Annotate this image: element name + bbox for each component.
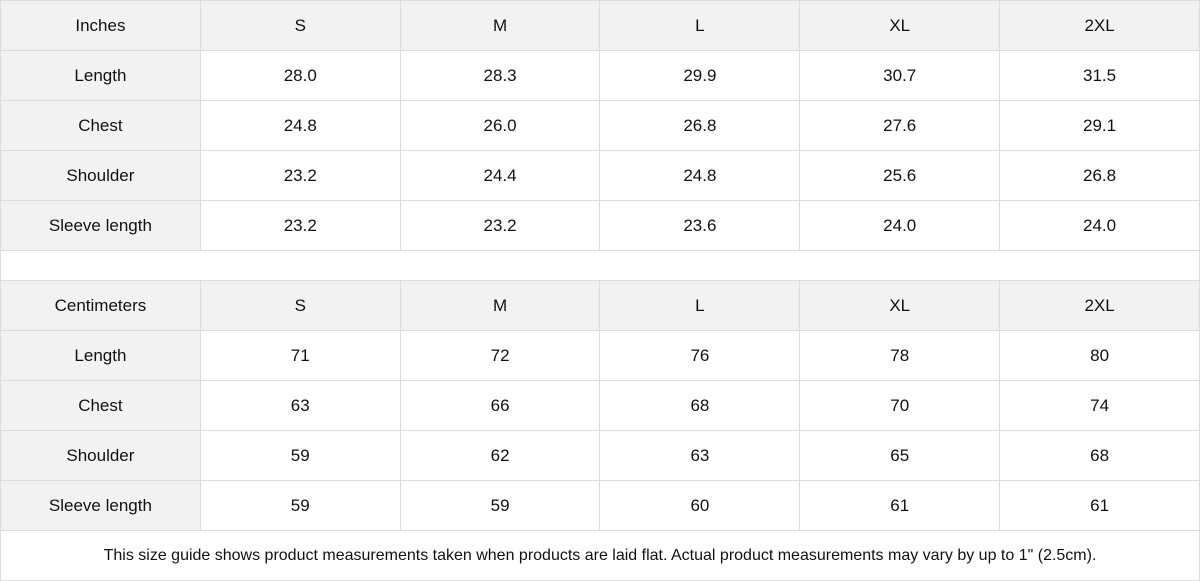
measurement-value: 29.9	[599, 50, 801, 101]
measurement-value: 24.4	[399, 150, 601, 201]
measurement-value: 24.8	[599, 150, 801, 201]
measurement-value: 24.0	[799, 200, 1001, 251]
measurement-value: 24.0	[999, 200, 1200, 251]
measurement-value: 30.7	[799, 50, 1001, 101]
measurement-value: 23.2	[199, 200, 401, 251]
measurement-value: 76	[599, 330, 801, 381]
size-header: M	[399, 280, 601, 331]
note-row: This size guide shows product measuremen…	[0, 530, 1200, 581]
size-header: S	[199, 0, 401, 51]
measurement-value: 62	[399, 430, 601, 481]
size-guide-note: This size guide shows product measuremen…	[0, 530, 1200, 581]
size-header: XL	[799, 0, 1001, 51]
measurement-value: 26.0	[399, 100, 601, 151]
size-header: 2XL	[999, 0, 1200, 51]
measurement-label: Chest	[0, 380, 201, 431]
measurement-value: 70	[799, 380, 1001, 431]
measurement-value: 28.0	[199, 50, 401, 101]
spacer-row	[0, 250, 1200, 281]
measurement-value: 23.6	[599, 200, 801, 251]
table-row: Shoulder 23.2 24.4 24.8 25.6 26.8	[0, 150, 1200, 201]
measurement-value: 80	[999, 330, 1200, 381]
table-row: Chest 24.8 26.0 26.8 27.6 29.1	[0, 100, 1200, 151]
measurement-label: Sleeve length	[0, 200, 201, 251]
table-row: Length 28.0 28.3 29.9 30.7 31.5	[0, 50, 1200, 101]
measurement-value: 23.2	[199, 150, 401, 201]
measurement-label: Sleeve length	[0, 480, 201, 531]
table-row: Sleeve length 23.2 23.2 23.6 24.0 24.0	[0, 200, 1200, 251]
measurement-value: 68	[999, 430, 1200, 481]
measurement-value: 26.8	[999, 150, 1200, 201]
measurement-value: 27.6	[799, 100, 1001, 151]
measurement-value: 61	[999, 480, 1200, 531]
table-row: Shoulder 59 62 63 65 68	[0, 430, 1200, 481]
measurement-value: 28.3	[399, 50, 601, 101]
table-row: Chest 63 66 68 70 74	[0, 380, 1200, 431]
header-row: Inches S M L XL 2XL	[0, 0, 1200, 51]
measurement-label: Shoulder	[0, 150, 201, 201]
size-header: L	[599, 0, 801, 51]
measurement-value: 65	[799, 430, 1001, 481]
measurement-value: 61	[799, 480, 1001, 531]
measurement-value: 71	[199, 330, 401, 381]
unit-header: Inches	[0, 0, 201, 51]
measurement-value: 63	[199, 380, 401, 431]
size-header: XL	[799, 280, 1001, 331]
measurement-value: 72	[399, 330, 601, 381]
spacer-cell	[0, 250, 1200, 281]
measurement-value: 60	[599, 480, 801, 531]
measurement-value: 29.1	[999, 100, 1200, 151]
measurement-value: 63	[599, 430, 801, 481]
measurement-label: Length	[0, 330, 201, 381]
size-header: L	[599, 280, 801, 331]
measurement-label: Shoulder	[0, 430, 201, 481]
table-row: Sleeve length 59 59 60 61 61	[0, 480, 1200, 531]
measurement-value: 78	[799, 330, 1001, 381]
measurement-value: 74	[999, 380, 1200, 431]
measurement-value: 31.5	[999, 50, 1200, 101]
measurement-value: 59	[199, 430, 401, 481]
measurement-value: 68	[599, 380, 801, 431]
header-row: Centimeters S M L XL 2XL	[0, 280, 1200, 331]
measurement-value: 66	[399, 380, 601, 431]
measurement-label: Length	[0, 50, 201, 101]
measurement-value: 23.2	[399, 200, 601, 251]
size-header: 2XL	[999, 280, 1200, 331]
unit-header: Centimeters	[0, 280, 201, 331]
measurement-value: 24.8	[199, 100, 401, 151]
table-row: Length 71 72 76 78 80	[0, 330, 1200, 381]
size-header: M	[399, 0, 601, 51]
measurement-value: 59	[399, 480, 601, 531]
measurement-value: 25.6	[799, 150, 1001, 201]
measurement-value: 59	[199, 480, 401, 531]
measurement-label: Chest	[0, 100, 201, 151]
size-header: S	[199, 280, 401, 331]
measurement-value: 26.8	[599, 100, 801, 151]
